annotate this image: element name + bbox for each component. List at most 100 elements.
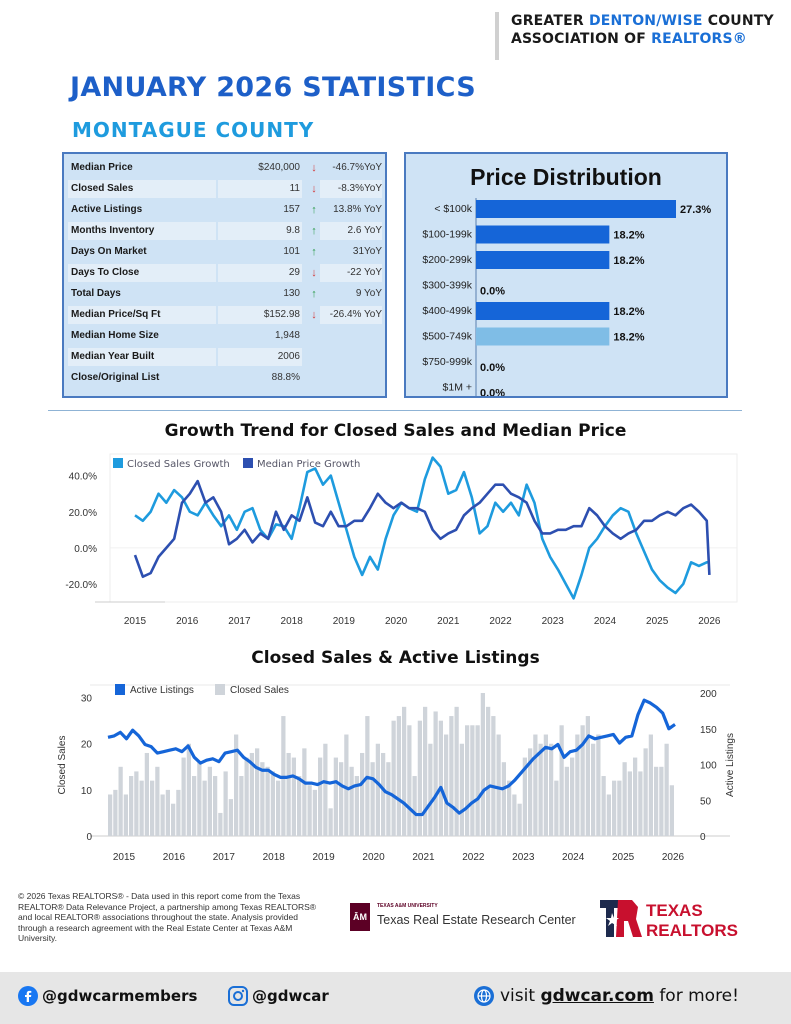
y-left-tick: 30 bbox=[81, 694, 93, 705]
closed-sales-bar bbox=[312, 789, 317, 836]
closed-sales-bar bbox=[423, 706, 428, 836]
closed-sales-bar bbox=[118, 766, 123, 836]
closed-sales-bar bbox=[412, 776, 417, 836]
closed-sales-bar bbox=[155, 766, 160, 836]
closed-sales-bar bbox=[449, 716, 454, 836]
x-tick-label: 2026 bbox=[662, 852, 685, 863]
closed-sales-bar bbox=[391, 720, 396, 836]
stat-label: Closed Sales bbox=[68, 180, 216, 198]
closed-sales-bar bbox=[606, 794, 611, 836]
price-distribution-chart: < $100k 27.3% $100-199k 18.2% $200-299k 18.2%… bbox=[422, 198, 711, 396]
disclaimer: © 2026 Texas REALTORS® - Data used in th… bbox=[18, 891, 317, 943]
stat-value: 2006 bbox=[218, 348, 302, 366]
org-highlight: DENTON/WISE bbox=[588, 13, 703, 29]
x-tick-label: 2016 bbox=[176, 616, 199, 627]
org-name-line2: ASSOCIATION OF REALTORS® bbox=[511, 30, 774, 48]
y-right-tick: 100 bbox=[700, 761, 717, 772]
active-listings-line bbox=[107, 698, 676, 817]
closed-sales-bar bbox=[186, 743, 191, 836]
closed-sales-bar bbox=[643, 748, 648, 836]
closed-sales-bar bbox=[522, 757, 527, 836]
closed-sales-bar bbox=[407, 725, 412, 836]
thermometer-down-icon: ↓ bbox=[311, 267, 317, 279]
stat-label: Median Price/Sq Ft bbox=[68, 306, 216, 324]
star-icon bbox=[606, 913, 619, 926]
stat-value: 1,948 bbox=[274, 330, 300, 341]
arrow-up-icon: ↑ bbox=[311, 204, 317, 216]
closed-sales-bar bbox=[213, 776, 218, 836]
x-tick-label: 2015 bbox=[124, 616, 147, 627]
closed-sales-bar bbox=[402, 706, 407, 836]
dist-value-label: 0.0% bbox=[480, 362, 505, 374]
stat-value: 11 bbox=[218, 180, 302, 198]
website-link[interactable]: visit gdwcar.com for more! bbox=[474, 986, 739, 1006]
legend-swatch bbox=[115, 684, 125, 695]
org-highlight: REALTORS® bbox=[651, 31, 748, 47]
closed-sales-bar bbox=[669, 785, 674, 836]
x-tick-label: 2022 bbox=[489, 616, 512, 627]
y-left-tick: 10 bbox=[81, 786, 93, 797]
instagram-handle: @gdwcar bbox=[252, 987, 329, 1005]
closed-sales-bar bbox=[470, 725, 475, 836]
stat-value: 130 bbox=[283, 288, 300, 299]
closed-sales-bar bbox=[475, 725, 480, 836]
closed-sales-bar bbox=[354, 776, 359, 836]
stat-change: 2.6 YoY bbox=[320, 222, 382, 240]
closed-sales-bar bbox=[528, 748, 533, 836]
stat-value: $152.98 bbox=[218, 306, 302, 324]
dist-value-label: 27.3% bbox=[680, 204, 711, 216]
website-url[interactable]: gdwcar.com bbox=[540, 986, 654, 1006]
dist-bar bbox=[476, 302, 610, 320]
x-tick-label: 2025 bbox=[612, 852, 635, 863]
closed-sales-bar bbox=[512, 794, 517, 836]
closed-sales-bar bbox=[596, 734, 601, 836]
closed-sales-bar bbox=[344, 734, 349, 836]
closed-sales-bar bbox=[360, 752, 365, 836]
page-title: JANUARY 2026 STATISTICS bbox=[70, 72, 476, 103]
y-tick-label: 40.0% bbox=[69, 472, 97, 483]
closed-sales-bar bbox=[234, 734, 239, 836]
facebook-link[interactable]: @gdwcarmembers bbox=[18, 986, 197, 1006]
closed-sales-bar bbox=[648, 734, 653, 836]
stat-row: Days On Market 101 ↑ 31YoY bbox=[68, 243, 382, 263]
dist-bar bbox=[476, 251, 610, 269]
closed-sales-bar bbox=[286, 752, 291, 836]
dist-category-label: $400-499k bbox=[422, 305, 472, 317]
x-tick-label: 2024 bbox=[562, 852, 585, 863]
tr-line2: REALTORS bbox=[646, 921, 738, 940]
org-text: ASSOCIATION OF bbox=[511, 31, 652, 47]
closed-sales-bar bbox=[465, 725, 470, 836]
instagram-link[interactable]: @gdwcar bbox=[228, 986, 329, 1006]
closed-sales-bar bbox=[228, 799, 233, 836]
closed-sales-bar bbox=[480, 693, 485, 836]
facebook-icon bbox=[18, 986, 38, 1006]
closed-sales-bar bbox=[638, 771, 643, 836]
closed-sales-bar bbox=[564, 766, 569, 836]
social-bar: @gdwcarmembers @gdwcar visit gdwcar.com … bbox=[0, 972, 791, 1024]
closed-sales-bar bbox=[318, 757, 323, 836]
closed-sales-bar bbox=[123, 794, 128, 836]
dist-category-label: < $100k bbox=[434, 203, 472, 215]
x-tick-label: 2020 bbox=[385, 616, 408, 627]
closed-sales-bar bbox=[255, 748, 260, 836]
closed-sales-bar bbox=[627, 771, 632, 836]
y-right-tick: 50 bbox=[700, 796, 712, 807]
legend-swatch bbox=[113, 458, 123, 468]
closed-sales-bar bbox=[417, 720, 422, 836]
closed-sales-bar bbox=[559, 725, 564, 836]
dist-bar bbox=[476, 200, 676, 218]
x-tick-label: 2023 bbox=[512, 852, 535, 863]
tamu-name: Texas Real Estate Research Center bbox=[377, 913, 576, 927]
org-name-line1: GREATER DENTON/WISE COUNTY bbox=[511, 12, 774, 30]
closed-sales-bar bbox=[207, 766, 212, 836]
closed-sales-bar bbox=[176, 789, 181, 836]
stat-change: -22 YoY bbox=[320, 264, 382, 282]
closed-sales-bar bbox=[538, 743, 543, 836]
y-left-axis-label: Closed Sales bbox=[57, 736, 68, 795]
closed-sales-bar bbox=[428, 743, 433, 836]
stat-row: Median Price $240,000 ↓ -46.7%YoY bbox=[68, 159, 382, 179]
x-tick-label: 2018 bbox=[263, 852, 286, 863]
stat-change: -26.4% YoY bbox=[320, 306, 382, 324]
closed-sales-bar bbox=[270, 771, 275, 836]
dist-category-label: $100-199k bbox=[422, 229, 472, 241]
